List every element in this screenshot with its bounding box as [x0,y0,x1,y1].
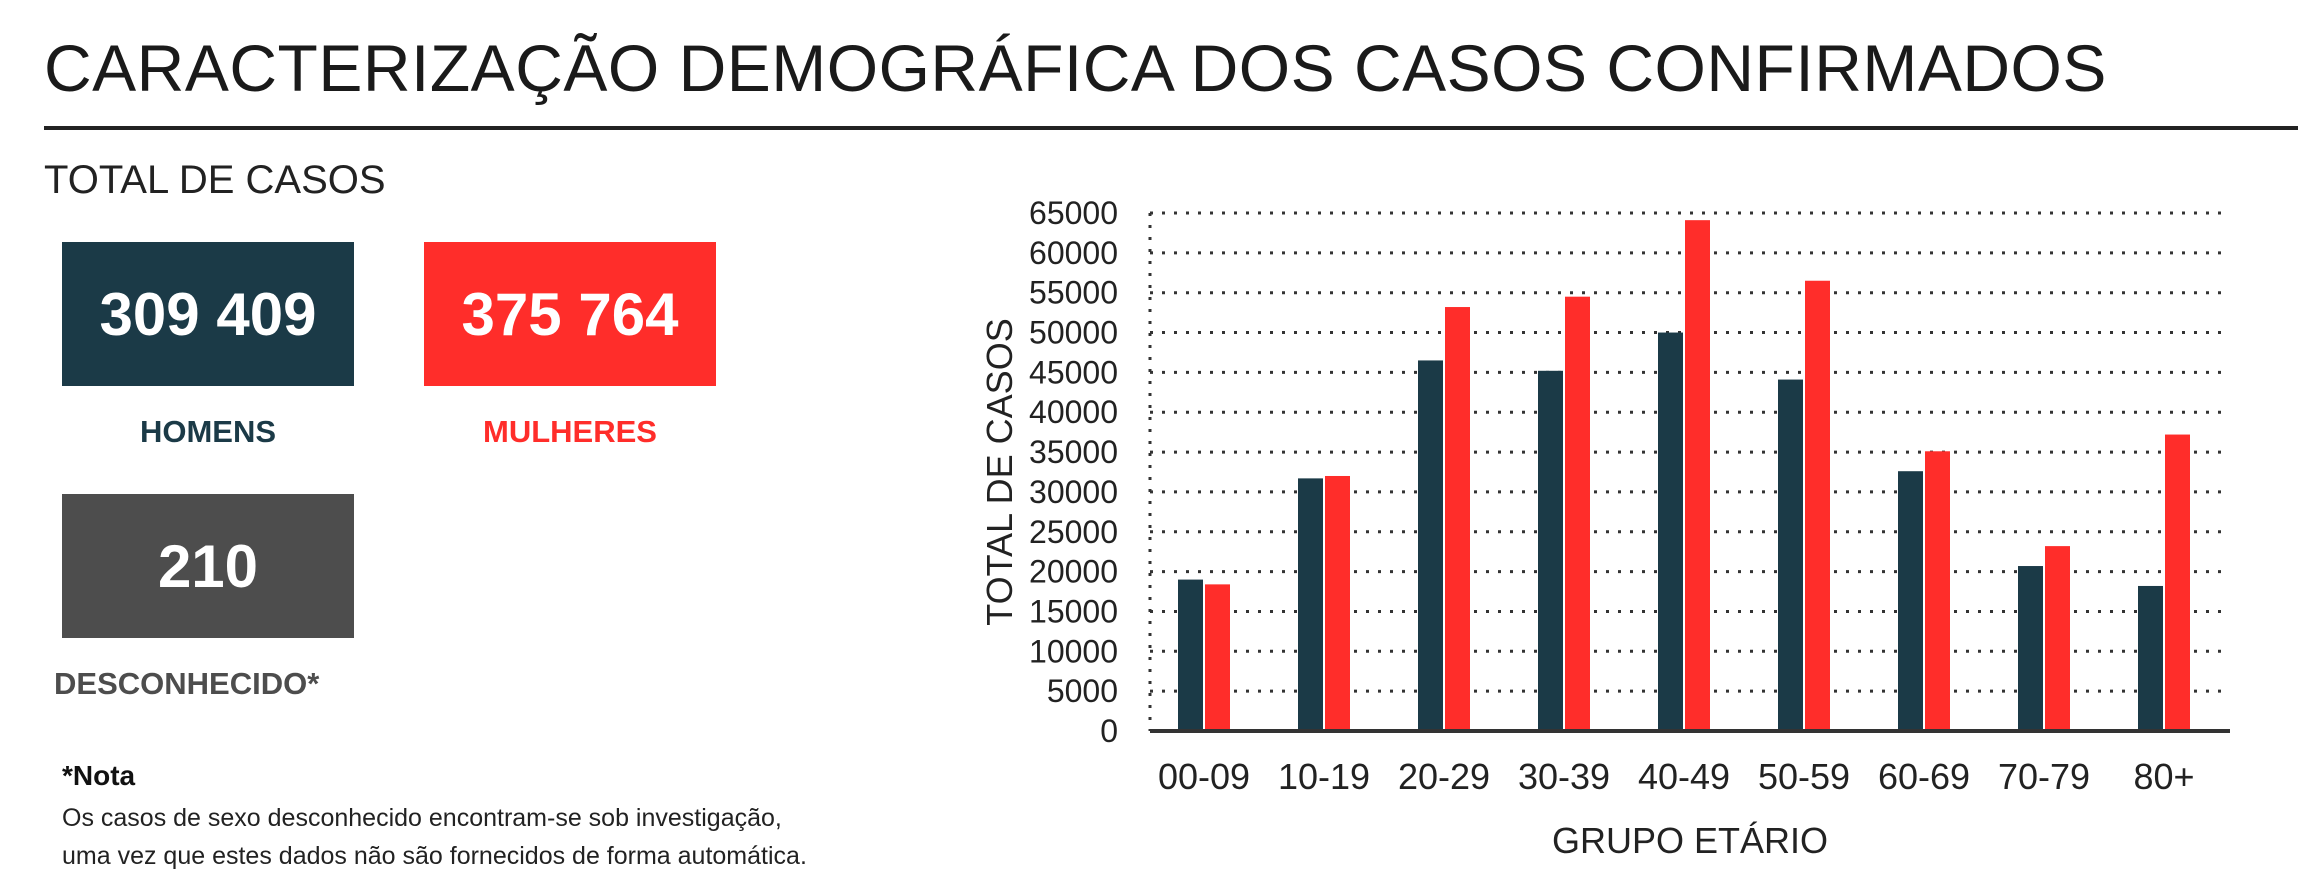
x-tick-label: 40-49 [1638,756,1730,797]
bar [1325,475,1350,731]
bar [1685,220,1710,731]
women-total-value: 375 764 [461,280,679,348]
unknown-total-card: 210 [62,494,354,638]
y-tick-label: 5000 [1047,673,1118,709]
men-total-card: 309 409 [62,242,354,386]
bar [1658,332,1683,731]
y-tick-label: 55000 [1029,275,1118,311]
bar [1298,478,1323,731]
women-total-card: 375 764 [424,242,716,386]
bar [1925,451,1950,731]
y-tick-label: 35000 [1029,434,1118,470]
y-tick-label: 10000 [1029,633,1118,669]
x-tick-label: 70-79 [1998,756,2090,797]
y-tick-label: 25000 [1029,514,1118,550]
y-tick-label: 0 [1100,713,1118,749]
note-line: uma vez que estes dados não são fornecid… [62,842,807,870]
women-label: MULHERES [483,414,657,449]
unknown-label: DESCONHECIDO* [54,666,320,701]
x-tick-label: 00-09 [1158,756,1250,797]
bar [1565,296,1590,731]
unknown-total-value: 210 [157,532,259,600]
x-axis-title: GRUPO ETÁRIO [1552,820,1828,861]
bar [1898,471,1923,731]
bar [2165,434,2190,731]
bar [2018,566,2043,731]
x-tick-label: 50-59 [1758,756,1850,797]
title-divider [44,126,2298,130]
bar [1805,280,1830,731]
men-label: HOMENS [139,414,277,449]
y-tick-label: 45000 [1029,354,1118,390]
note-line: Os casos de sexo desconhecido encontram-… [62,804,782,832]
y-tick-label: 50000 [1029,315,1118,351]
x-tick-label: 60-69 [1878,756,1970,797]
x-tick-label: 20-29 [1398,756,1490,797]
bar [1418,360,1443,731]
bar [2045,546,2070,731]
y-tick-label: 40000 [1029,394,1118,430]
y-tick-label: 30000 [1029,474,1118,510]
y-axis-title: TOTAL DE CASOS [979,318,1020,625]
x-tick-label: 10-19 [1278,756,1370,797]
bar [2138,585,2163,731]
total-cases-heading: TOTAL DE CASOS [44,158,386,202]
note-title: *Nota [62,760,136,791]
page-title: CARACTERIZAÇÃO DEMOGRÁFICA DOS CASOS CON… [44,31,2107,105]
bar [1178,579,1203,731]
y-tick-label: 15000 [1029,593,1118,629]
y-tick-label: 60000 [1029,235,1118,271]
bar [1205,584,1230,731]
bar [1445,307,1470,731]
y-tick-label: 20000 [1029,554,1118,590]
x-tick-label: 80+ [2133,756,2194,797]
bar [1538,370,1563,731]
y-tick-label: 65000 [1029,195,1118,231]
x-tick-label: 30-39 [1518,756,1610,797]
men-total-value: 309 409 [99,280,317,348]
bar [1778,379,1803,731]
